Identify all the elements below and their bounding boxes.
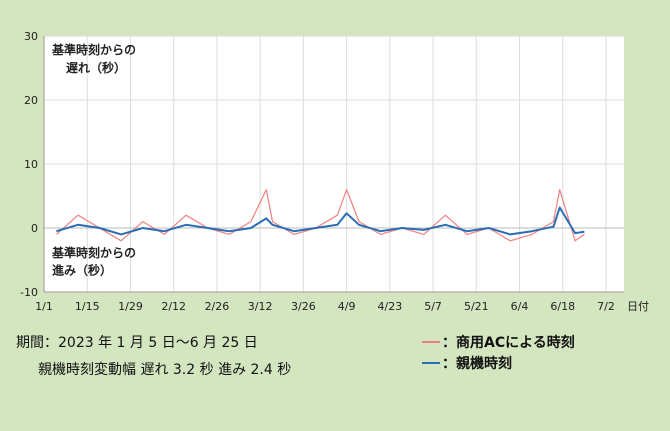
series-line-parent-clock [56, 206, 585, 236]
y-annotation-bottom-line1: 基準時刻からの [51, 245, 136, 260]
legend-item-parent-clock: ：親機時刻 [422, 353, 512, 373]
y-tick-label: 10 [24, 158, 38, 171]
x-tick-label: 5/7 [424, 300, 442, 313]
legend-swatch [422, 341, 440, 343]
chart-area: 1/1 1/15 1/29 2/12 2/26 3/12 3/26 4/9 4/23 5/7 5/2… [12, 30, 658, 320]
y-annotation-top-line2: 遅れ（秒） [66, 60, 126, 75]
legend-item-commercial-ac: ：商用ACによる時刻 [422, 332, 575, 352]
y-tick-label: -10 [20, 286, 38, 299]
x-tick-label: 4/23 [377, 300, 402, 313]
x-tick-label: 1/29 [118, 300, 143, 313]
period-text: 期間：2023 年 1 月 5 日～6 月 25 日 [16, 335, 258, 351]
x-tick-label: 2/26 [205, 300, 230, 313]
x-tick-label: 1/15 [75, 300, 100, 313]
x-tick-label: 6/18 [550, 300, 575, 313]
x-tick-label: 5/21 [464, 300, 489, 313]
variation-text: 親機時刻変動幅 遅れ 3.2 秒 進み 2.4 秒 [38, 362, 292, 378]
x-tick-label: 3/12 [248, 300, 273, 313]
x-tick-label: 1/1 [35, 300, 53, 313]
y-tick-label: 0 [31, 222, 38, 235]
x-tick-label: 6/4 [511, 300, 529, 313]
legend-swatch [422, 362, 440, 364]
x-tick-label: 4/9 [338, 300, 356, 313]
legend-label-parent: 親機時刻 [456, 356, 512, 372]
legend-label: ： [442, 335, 456, 351]
y-annotation-bottom-line2: 進み（秒） [52, 263, 112, 278]
legend-label: ： [442, 356, 456, 372]
y-annotation-top-line1: 基準時刻からの [51, 42, 136, 57]
line-chart: 1/1 1/15 1/29 2/12 2/26 3/12 3/26 4/9 4/23 5/7 5/2… [20, 30, 649, 313]
legend-label-ac: 商用ACによる時刻 [456, 335, 575, 351]
y-tick-label: 20 [24, 94, 38, 107]
x-tick-label: 7/2 [597, 300, 615, 313]
x-tick-label: 2/12 [161, 300, 186, 313]
y-tick-label: 30 [24, 30, 38, 43]
x-tick-label: 3/26 [291, 300, 316, 313]
x-unit-label: 日付 [627, 300, 649, 313]
